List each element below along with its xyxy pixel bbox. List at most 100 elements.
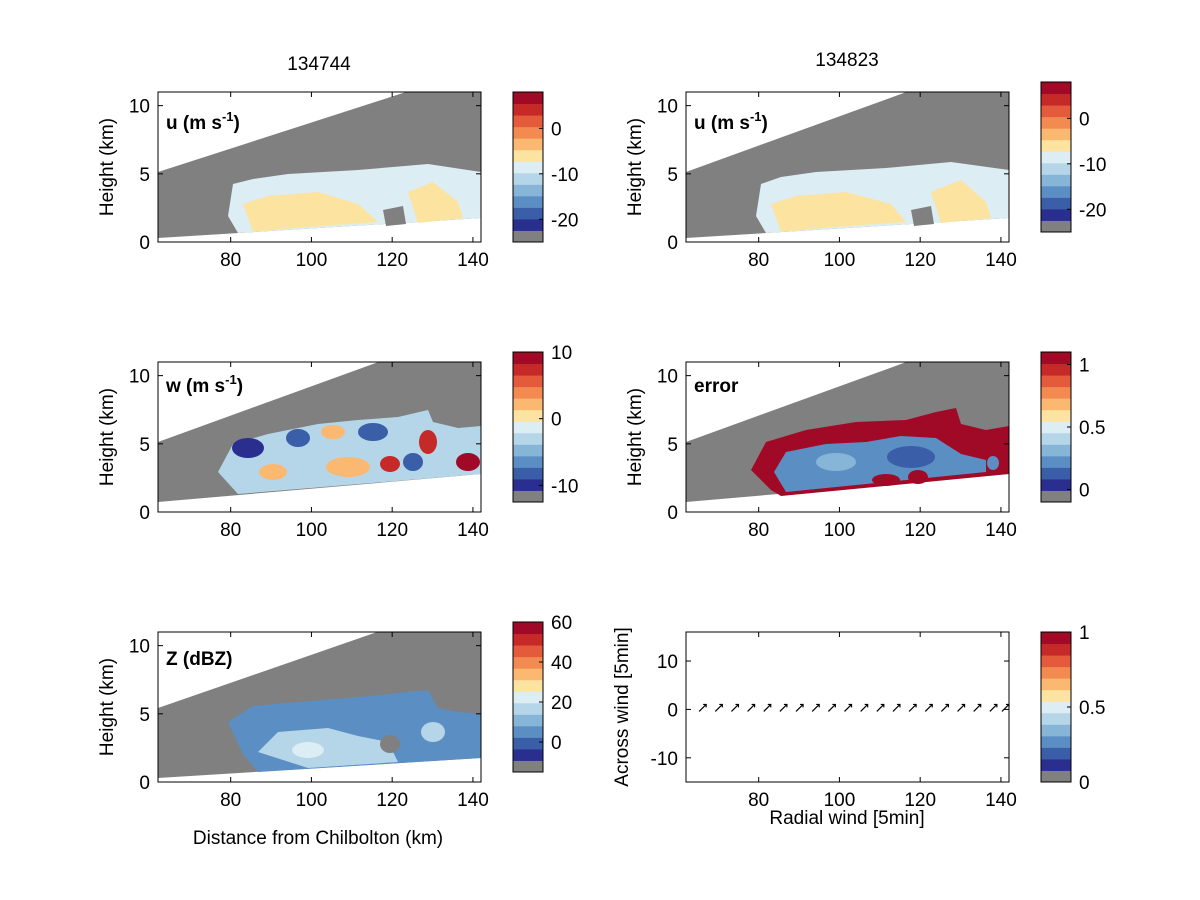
wind-arrow-head: [832, 703, 836, 708]
panel-z-xticks: 80 100 120 140: [220, 632, 489, 811]
panel-u2-label-main: u (m s: [694, 113, 750, 134]
wind-arrow: [957, 703, 965, 712]
panel-err-core-5: [987, 456, 999, 470]
panel-u2: 134823 u (m s-1) Height (km) 80 100 120 140…: [625, 50, 1017, 271]
wind-arrow: [876, 703, 885, 712]
panel-err-xtick-label: 140: [985, 520, 1017, 541]
colorbar-swatch: [513, 444, 543, 457]
colorbar-swatch: [1041, 770, 1071, 782]
panel-u1-label-tail: ): [234, 113, 240, 134]
wind-arrow: [763, 703, 772, 712]
panel-u2-ylabel: Height (km): [625, 118, 646, 216]
colorbar-tick-label: 10: [551, 343, 572, 364]
colorbar-frame: [1040, 81, 1072, 233]
colorbar-swatch: [1041, 197, 1071, 210]
wind-arrow-head: [929, 703, 933, 708]
panel-u2-title: 134823: [815, 50, 878, 71]
panel-w-xtick-label: 100: [296, 520, 328, 541]
panel-u2-label: u (m s-1): [694, 109, 768, 134]
panel-z-xtick-label: 80: [220, 790, 241, 811]
colorbar-swatch: [513, 149, 543, 162]
colorbar-swatch: [1041, 208, 1071, 221]
panel-err-core-2: [887, 446, 935, 468]
colorbar-swatch: [513, 92, 543, 105]
panel-vec-frame: [685, 631, 1010, 783]
panel-vec-ylabel: Across wind [5min]: [612, 627, 633, 786]
colorbar-tick-label: 60: [551, 613, 572, 634]
panel-z-core-2: [421, 722, 445, 742]
colorbar-swatch: [513, 375, 543, 388]
wind-arrow-head: [848, 703, 853, 708]
colorbar-tick-label: 0.5: [1079, 418, 1105, 439]
panel-err-xtick-label: 80: [748, 520, 769, 541]
wind-arrow: [779, 703, 788, 712]
colorbar-tick-label: 0: [1079, 109, 1090, 130]
panel-z-xtick-label: 100: [296, 790, 328, 811]
colorbar-tick-label: 0: [551, 733, 562, 754]
colorbar-swatch: [1041, 421, 1071, 434]
colorbar-tick-label: 0: [551, 410, 562, 431]
panel-z-xlabel: Distance from Chilbolton (km): [193, 828, 443, 849]
colorbar-swatch: [1041, 444, 1071, 457]
panel-w-ylabel: Height (km): [97, 388, 118, 486]
panel-z-gap: [380, 735, 400, 753]
colorbar-tick-label: -10: [551, 165, 578, 186]
colorbar-swatch: [513, 207, 543, 220]
wind-arrow-head: [880, 703, 885, 708]
panel-err-label-main: error: [694, 376, 739, 397]
colorbar-swatch: [513, 218, 543, 231]
panel-z-ytick-label: 0: [139, 773, 150, 794]
colorbar-tick-label: 40: [551, 653, 572, 674]
colorbar-swatch: [513, 656, 543, 669]
colorbar-swatch: [513, 490, 543, 502]
panel-err-yticks: 0 5 10: [657, 367, 1009, 524]
panel-u2-echo-warm: [771, 192, 906, 232]
panel-z-ytick-label: 10: [129, 637, 150, 658]
colorbar-swatch: [513, 138, 543, 151]
panel-w-blob-5: [326, 457, 370, 477]
colorbar-swatch: [513, 184, 543, 197]
panel-err-core-4: [908, 470, 928, 484]
panel-z-plot: [158, 632, 481, 778]
svg-text:u (m s-1): u (m s-1): [166, 109, 240, 134]
wind-arrow-head: [945, 703, 949, 708]
colorbar-swatch: [513, 691, 543, 704]
colorbar-swatch: [1041, 632, 1071, 645]
panel-err-interior: [774, 436, 986, 492]
colorbar-swatch: [513, 748, 543, 761]
panel-err-plot: [686, 362, 1009, 502]
panel-z-label-main: Z (dBZ): [166, 649, 232, 670]
panel-err-ytick-label: 0: [667, 503, 678, 524]
wind-arrow: [924, 703, 933, 712]
panel-w-ytick-label: 0: [139, 503, 150, 524]
wind-arrow: [892, 703, 901, 712]
panel-err-label: error: [694, 376, 739, 397]
panel-w-blob-1: [232, 438, 264, 458]
wind-arrow: [747, 703, 756, 712]
colorbar-swatch: [1041, 432, 1071, 445]
colorbar-err: 10.50: [1040, 351, 1105, 503]
colorbar-tick-label: 1: [1079, 623, 1090, 644]
colorbar-u2: 0 -10 -20: [1040, 81, 1106, 233]
panel-err-xtick-label: 120: [904, 520, 936, 541]
panel-u2-xtick-label: 120: [904, 250, 936, 271]
panel-u1-plot: [158, 92, 481, 238]
wind-arrow: [731, 703, 739, 712]
panel-u1-ytick-label: 10: [129, 97, 150, 118]
panel-u2-plot: [686, 92, 1009, 238]
colorbar-swatch: [1041, 116, 1071, 129]
colorbar-w: 10 0 -10: [512, 343, 578, 503]
colorbar-swatch: [1041, 174, 1071, 187]
panel-vec-xtick-label: 140: [985, 790, 1017, 811]
panel-vec-xtick-label: 100: [824, 790, 856, 811]
panel-u1-xtick-label: 120: [376, 250, 408, 271]
panel-err-core-3: [872, 474, 900, 486]
colorbar-swatch: [513, 386, 543, 399]
colorbar-swatch: [1041, 363, 1071, 376]
panel-u1-echo-warm: [243, 192, 378, 232]
panel-w-blob-3: [358, 423, 388, 441]
colorbar-swatch: [1041, 386, 1071, 399]
colorbar-u1: 0 -10 -20: [512, 91, 578, 243]
colorbar-swatch: [513, 467, 543, 480]
